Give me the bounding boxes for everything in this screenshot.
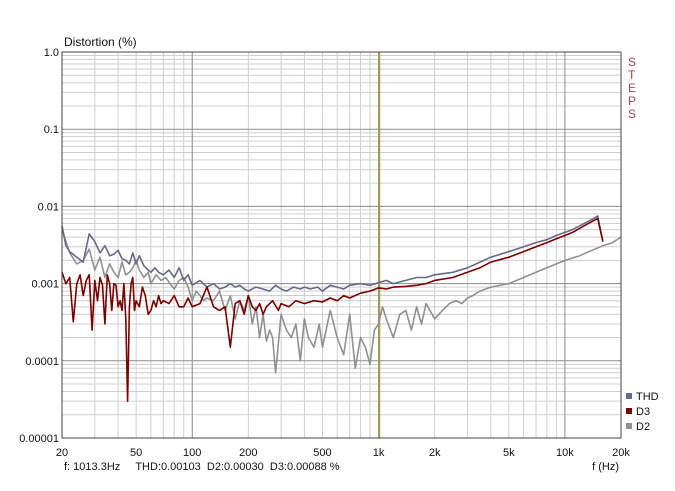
- watermark-letter: E: [628, 81, 636, 95]
- x-axis-label: f (Hz): [592, 461, 619, 473]
- y-tick-labels: 1.0 0.1 0.01 0.001 0.0001 0.00001: [19, 47, 59, 445]
- y-tick-label: 0.00001: [19, 433, 59, 445]
- cursor-readout: f: 1013.3Hz THD:0.00103 D2:0.00030 D3:0.…: [64, 461, 340, 473]
- x-tick-label: 5k: [503, 447, 515, 459]
- x-tick-labels: 20 50 100 200 500 1k 2k 5k 10k 20k: [56, 447, 630, 459]
- chart-title: Distortion (%): [64, 35, 137, 49]
- series-line-d3: [61, 217, 604, 403]
- series-line-thd: [61, 215, 604, 292]
- x-tick-label: 1k: [373, 447, 385, 459]
- series-layer: [61, 215, 622, 403]
- y-tick-label: 0.001: [31, 279, 59, 291]
- x-tick-label: 20k: [612, 447, 630, 459]
- legend-swatch: [626, 423, 632, 429]
- watermark-letter: S: [628, 107, 636, 121]
- x-tick-label: 500: [313, 447, 331, 459]
- x-tick-label: 100: [183, 447, 201, 459]
- watermark-letter: T: [628, 68, 636, 82]
- x-tick-label: 2k: [429, 447, 441, 459]
- y-tick-label: 1.0: [44, 47, 59, 59]
- y-tick-label: 0.1: [44, 124, 59, 136]
- legend-swatch: [626, 408, 632, 414]
- x-tick-label: 20: [56, 447, 68, 459]
- legend-label: D3: [636, 406, 650, 418]
- legend: THD D3 D2: [626, 391, 659, 433]
- y-tick-label: 0.0001: [25, 356, 59, 368]
- y-tick-label: 0.01: [38, 201, 59, 213]
- x-tick-label: 200: [239, 447, 257, 459]
- series-line-d2: [61, 229, 622, 374]
- x-tick-label: 10k: [556, 447, 574, 459]
- watermark-letter: P: [628, 94, 636, 108]
- x-tick-label: 50: [130, 447, 142, 459]
- legend-label: THD: [636, 391, 659, 403]
- legend-label: D2: [636, 421, 650, 433]
- legend-swatch: [626, 393, 632, 399]
- grid-minor: [61, 52, 622, 438]
- plot-frame: [61, 51, 622, 439]
- watermark-letter: S: [628, 55, 636, 69]
